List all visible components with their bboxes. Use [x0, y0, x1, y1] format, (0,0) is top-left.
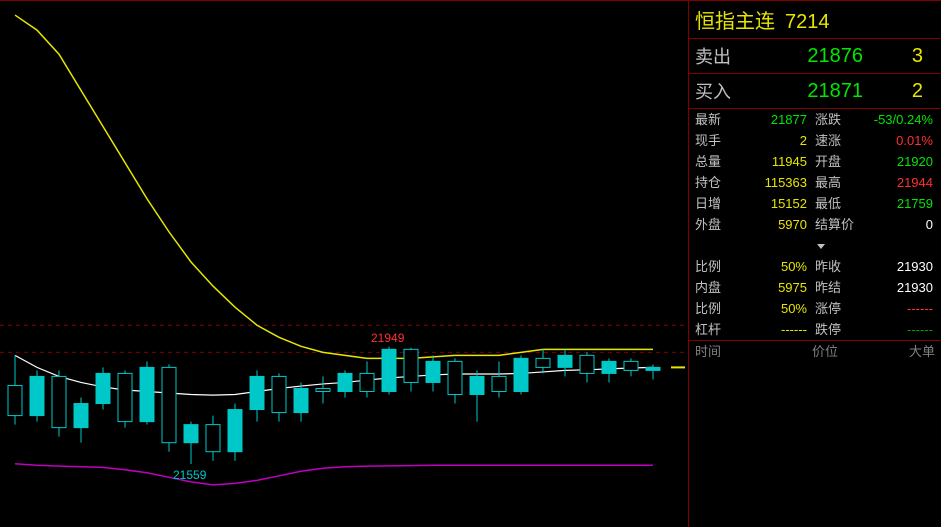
bid-label: 买入	[695, 78, 743, 104]
quote-row: 杠杆------跌停------	[689, 319, 941, 340]
quote-value: 50%	[729, 256, 815, 277]
quote-value: 5970	[729, 214, 815, 256]
ask-vol: 3	[863, 45, 923, 68]
quote-value: 21930	[861, 277, 941, 298]
quote-value: 11945	[729, 151, 815, 172]
quote-value: 21920	[861, 151, 941, 172]
quote-value: 21877	[729, 109, 815, 130]
quote-label: 涨跌	[815, 109, 861, 130]
quote-value: 2	[729, 130, 815, 151]
quote-row: 比例50%涨停------	[689, 298, 941, 319]
quote-value: 0	[861, 214, 941, 256]
quote-value: -53/0.24%	[861, 109, 941, 130]
col-big: 大单	[875, 341, 935, 363]
quote-label: 跌停	[815, 319, 861, 340]
quote-label: 最低	[815, 193, 861, 214]
quote-value: 115363	[729, 172, 815, 193]
quote-label: 比例	[689, 256, 729, 277]
ask-label: 卖出	[695, 43, 743, 69]
quote-label: 昨结	[815, 277, 861, 298]
quote-label: 杠杆	[689, 319, 729, 340]
quote-label: 最新	[689, 109, 729, 130]
quote-row: 日增15152最低21759	[689, 193, 941, 214]
bid-vol: 2	[863, 80, 923, 103]
quote-panel: 恒指主连 7214 卖出 21876 3 买入 21871 2 最新21877涨…	[689, 0, 941, 527]
quote-label: 最高	[815, 172, 861, 193]
quote-value: 15152	[729, 193, 815, 214]
quote-label: 持仓	[689, 172, 729, 193]
ask-row: 卖出 21876 3	[689, 39, 941, 74]
quote-label: 结算价	[815, 214, 861, 256]
col-price: 价位	[775, 341, 875, 363]
quote-label: 昨收	[815, 256, 861, 277]
quote-value: 21759	[861, 193, 941, 214]
col-time: 时间	[695, 341, 775, 363]
quote-label: 外盘	[689, 214, 729, 256]
bid-price: 21871	[743, 80, 863, 103]
quote-row: 持仓115363最高21944	[689, 172, 941, 193]
quote-label: 开盘	[815, 151, 861, 172]
quote-row: 比例50%昨收21930	[689, 256, 941, 277]
quote-row: 总量11945开盘21920	[689, 151, 941, 172]
quote-row: 最新21877涨跌-53/0.24%	[689, 109, 941, 130]
quote-label: 现手	[689, 130, 729, 151]
quote-value: 5975	[729, 277, 815, 298]
quote-value: 21944	[861, 172, 941, 193]
quote-row: 外盘5970结算价0	[689, 214, 941, 256]
trade-log-body	[689, 363, 941, 527]
bid-row: 买入 21871 2	[689, 74, 941, 109]
quote-label: 涨停	[815, 298, 861, 319]
quote-value: ------	[861, 319, 941, 340]
instrument-name: 恒指主连	[695, 5, 775, 34]
quote-value: 50%	[729, 298, 815, 319]
quote-value: ------	[729, 319, 815, 340]
quote-row: 内盘5975昨结21930	[689, 277, 941, 298]
quote-label: 内盘	[689, 277, 729, 298]
quote-row: 现手2速涨0.01%	[689, 130, 941, 151]
chevron-down-icon[interactable]	[817, 244, 825, 249]
quote-value: 21930	[861, 256, 941, 277]
ask-price: 21876	[743, 45, 863, 68]
trade-log-header: 时间 价位 大单	[689, 341, 941, 363]
quote-label: 比例	[689, 298, 729, 319]
quote-value: 0.01%	[861, 130, 941, 151]
price-chart[interactable]: 21949 21559	[0, 0, 689, 527]
quote-value: ------	[861, 298, 941, 319]
quote-data-grid: 最新21877涨跌-53/0.24%现手2速涨0.01%总量11945开盘219…	[689, 109, 941, 341]
instrument-code: 7214	[785, 11, 830, 34]
instrument-title: 恒指主连 7214	[689, 1, 941, 39]
quote-label: 速涨	[815, 130, 861, 151]
quote-label: 日增	[689, 193, 729, 214]
quote-label: 总量	[689, 151, 729, 172]
